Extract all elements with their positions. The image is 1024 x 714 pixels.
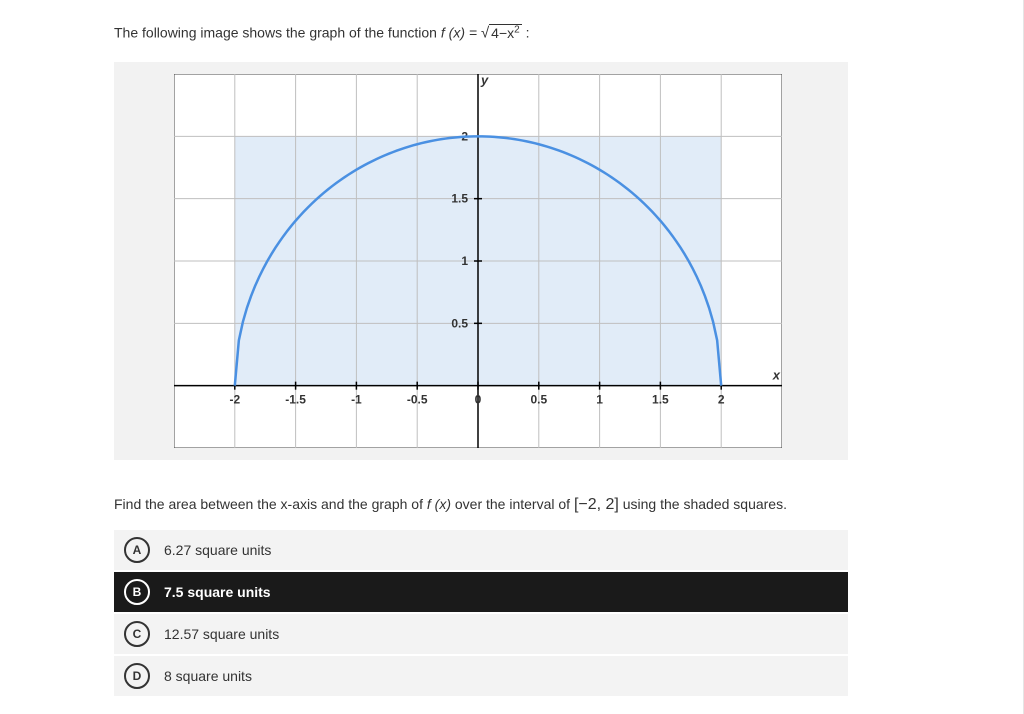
svg-text:y: y — [480, 74, 489, 88]
choice-label: 12.57 square units — [164, 626, 279, 642]
svg-text:1.5: 1.5 — [451, 191, 468, 205]
question-suffix: using the shaded squares. — [623, 496, 787, 512]
svg-text:1.5: 1.5 — [652, 392, 669, 406]
choice-badge: B — [124, 579, 150, 605]
svg-text:1: 1 — [461, 254, 468, 268]
svg-text:-1.5: -1.5 — [285, 392, 306, 406]
svg-text:-2: -2 — [229, 392, 240, 406]
prompt-radicand: 4−x — [491, 25, 514, 41]
question-mid: over the interval of — [455, 496, 574, 512]
choice-a[interactable]: A 6.27 square units — [114, 530, 848, 570]
svg-text:1: 1 — [596, 392, 603, 406]
page-root: The following image shows the graph of t… — [0, 0, 1024, 714]
choice-badge: D — [124, 663, 150, 689]
svg-text:-0.5: -0.5 — [407, 392, 428, 406]
choice-badge: C — [124, 621, 150, 647]
choice-label: 8 square units — [164, 668, 252, 684]
svg-text:2: 2 — [718, 392, 725, 406]
chart-panel: -2-1.5-1-0.500.511.520.511.52yx — [114, 62, 848, 460]
choice-b[interactable]: B 7.5 square units — [114, 572, 848, 612]
svg-text:0.5: 0.5 — [451, 316, 468, 330]
prompt-radicand-exp: 2 — [514, 24, 520, 35]
choice-label: 7.5 square units — [164, 584, 271, 600]
question-text: Find the area between the x-axis and the… — [114, 496, 848, 514]
choice-label: 6.27 square units — [164, 542, 271, 558]
svg-text:x: x — [772, 367, 781, 382]
choice-c[interactable]: C 12.57 square units — [114, 614, 848, 654]
prompt-text: The following image shows the graph of t… — [114, 24, 1023, 42]
question-fn: f (x) — [427, 496, 451, 512]
prompt-prefix: The following image shows the graph of t… — [114, 25, 441, 41]
question-interval: [−2, 2] — [574, 496, 619, 513]
choice-badge: A — [124, 537, 150, 563]
choice-d[interactable]: D 8 square units — [114, 656, 848, 696]
chart-svg: -2-1.5-1-0.500.511.520.511.52yx — [174, 74, 782, 448]
choice-list: A 6.27 square units B 7.5 square units C 12.5… — [114, 530, 848, 696]
svg-text:-1: -1 — [351, 392, 362, 406]
prompt-fn-lhs: f (x) = — [441, 25, 481, 41]
svg-text:0.5: 0.5 — [530, 392, 547, 406]
question-prefix: Find the area between the x-axis and the… — [114, 496, 427, 512]
svg-text:0: 0 — [475, 392, 482, 406]
